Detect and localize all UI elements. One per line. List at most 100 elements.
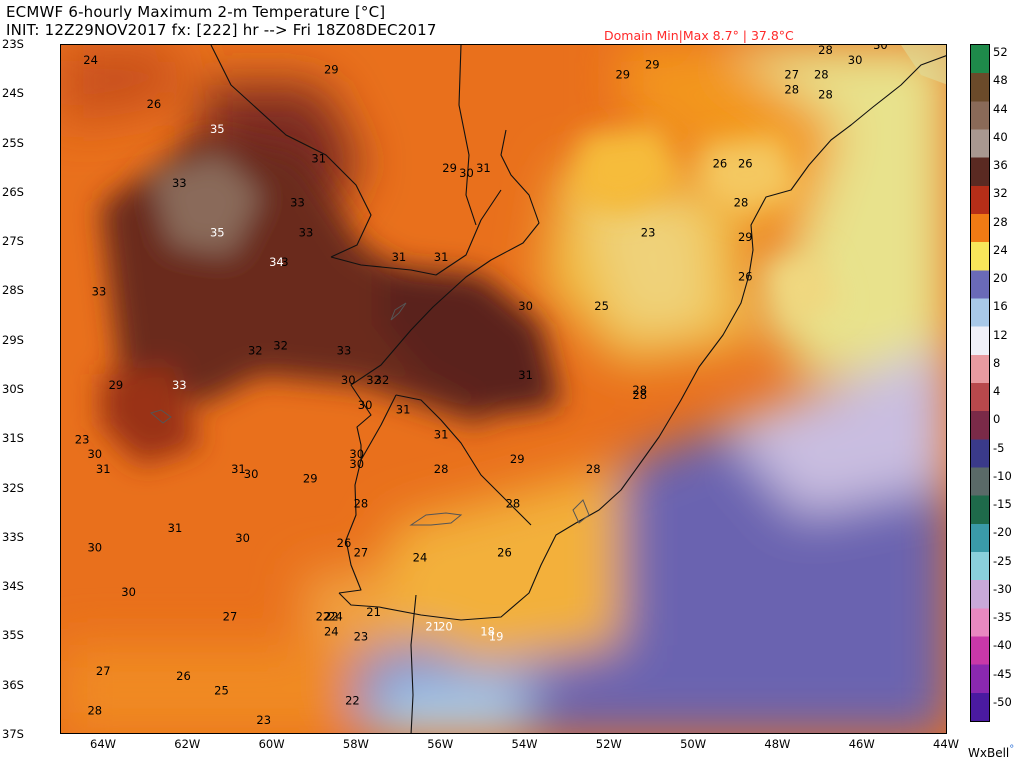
station-value-label: 26 <box>176 669 191 683</box>
colorbar-tick-label: 8 <box>993 355 1001 370</box>
station-value-label: 32 <box>375 373 390 387</box>
lon-tick-label: 50W <box>680 737 707 751</box>
station-value-label: 22 <box>324 610 339 624</box>
station-value-label: 23 <box>256 713 271 727</box>
station-value-label: 27 <box>354 546 369 560</box>
coastline-borders <box>210 45 946 733</box>
station-value-label: 33 <box>172 378 187 392</box>
station-value-label: 24 <box>324 625 339 639</box>
colorbar-tick-label: 48 <box>993 73 1008 88</box>
station-value-label: 28 <box>818 45 833 57</box>
station-value-label: 32 <box>366 373 381 387</box>
station-value-label: 27 <box>223 610 238 624</box>
station-value-label: 30 <box>121 585 136 599</box>
station-value-label: 28 <box>434 462 449 476</box>
station-value-label: 29 <box>615 68 630 82</box>
colorbar-tick-label: 44 <box>993 101 1008 116</box>
station-value-label: 35 <box>210 225 225 239</box>
station-value-label: 23 <box>75 432 90 446</box>
station-value-label: 30 <box>518 299 533 313</box>
station-value-label: 27 <box>96 664 111 678</box>
colorbar-tick-label: 24 <box>993 242 1008 257</box>
station-value-label: 30 <box>848 53 863 67</box>
station-value-label: 26 <box>713 156 728 170</box>
colorbar-tick-label: -20 <box>993 525 1012 540</box>
station-value-label: 25 <box>594 299 609 313</box>
colorbar-tick-label: -40 <box>993 638 1012 653</box>
chart-title: ECMWF 6-hourly Maximum 2-m Temperature [… <box>6 3 386 21</box>
lon-tick-label: 44W <box>933 737 960 751</box>
lon-tick-label: 64W <box>90 737 117 751</box>
lat-tick-label: 35S <box>2 628 24 643</box>
colorbar-tick-label: 32 <box>993 186 1008 201</box>
station-value-label: 33 <box>299 225 314 239</box>
station-value-label: 21 <box>425 620 440 634</box>
station-value-label: 26 <box>147 97 162 111</box>
station-value-label: 31 <box>396 403 411 417</box>
colorbar-tick-label: -15 <box>993 497 1012 511</box>
station-value-label: 21 <box>366 605 381 619</box>
station-value-label: 28 <box>87 703 102 717</box>
lat-tick-label: 33S <box>2 529 24 544</box>
lakes <box>149 302 590 526</box>
station-value-label: 30 <box>358 398 373 412</box>
colorbar-tick-label: -45 <box>993 666 1012 681</box>
colorbar-tick-label: -10 <box>993 468 1012 483</box>
station-value-label: 27 <box>784 68 799 82</box>
station-value-label: 30 <box>244 467 259 481</box>
station-value-label: 33 <box>172 176 187 190</box>
station-value-label: 34 <box>269 255 284 269</box>
lon-tick-label: 54W <box>511 737 538 751</box>
lat-tick-label: 30S <box>2 382 24 396</box>
station-value-label: 26 <box>497 546 512 560</box>
station-value-label: 31 <box>96 462 111 476</box>
lon-tick-label: 56W <box>427 737 454 751</box>
station-value-label: 28 <box>506 496 521 510</box>
station-value-label: 30 <box>235 531 250 545</box>
init-forecast-line: INIT: 12Z29NOV2017 fx: [222] hr --> Fri … <box>6 21 437 39</box>
wxbell-logo-text: WxBell <box>968 746 1010 760</box>
colorbar-tick-label: -35 <box>993 610 1012 624</box>
station-value-label: 28 <box>632 388 647 402</box>
station-value-label: 31 <box>392 250 407 264</box>
station-value-label: 30 <box>87 447 102 461</box>
colorbar-tick-label: 4 <box>993 384 1001 398</box>
station-value-label: 24 <box>83 53 98 67</box>
station-value-label: 31 <box>476 161 491 175</box>
lat-tick-label: 29S <box>2 332 24 347</box>
station-value-label: 18 <box>480 625 495 639</box>
wxbell-logo-dot: ° <box>1009 744 1015 755</box>
lon-tick-label: 52W <box>595 737 622 751</box>
temperature-field <box>61 45 946 733</box>
station-value-label: 30 <box>87 541 102 555</box>
station-value-label: 29 <box>303 472 318 486</box>
station-value-label: 29 <box>324 63 339 77</box>
colorbar-tick-label: 36 <box>993 158 1008 172</box>
domain-min-max: Domain Min|Max 8.7° | 37.8°C <box>604 28 794 43</box>
station-value-label: 25 <box>214 684 229 698</box>
station-value-label: 23 <box>354 629 369 643</box>
station-value-label: 28 <box>784 82 799 96</box>
station-value-label: 20 <box>438 620 453 634</box>
colorbar-tick-label: 28 <box>993 214 1008 229</box>
lat-tick-label: 24S <box>2 86 24 101</box>
lon-tick-label: 60W <box>258 737 285 751</box>
colorbar-tick-label: 20 <box>993 271 1008 285</box>
station-value-label: 31 <box>434 250 449 264</box>
lat-tick-label: 23S <box>2 37 24 51</box>
station-value-label: 30 <box>459 166 474 180</box>
colorbar-tick-label: 40 <box>993 129 1008 144</box>
station-value-label: 24 <box>413 551 428 565</box>
lat-tick-label: 27S <box>2 234 24 249</box>
station-value-label: 31 <box>168 521 183 535</box>
wxbell-logo: WxBell° <box>968 744 1014 760</box>
station-value-label: 31 <box>231 462 246 476</box>
station-value-label: 29 <box>510 452 525 466</box>
lat-tick-label: 36S <box>2 677 24 692</box>
lat-tick-label: 34S <box>2 579 24 594</box>
station-value-label: 31 <box>311 151 326 165</box>
station-value-label: 33 <box>337 344 352 358</box>
station-value-label: 29 <box>442 161 457 175</box>
lat-tick-label: 26S <box>2 184 24 199</box>
